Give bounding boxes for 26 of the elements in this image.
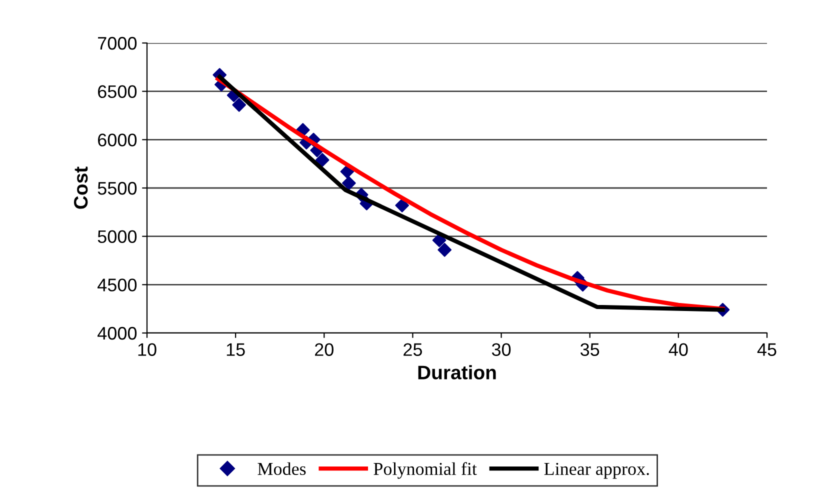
point — [315, 153, 330, 167]
point — [342, 176, 356, 190]
x-tick-label: 40 — [668, 343, 688, 356]
x-axis-title: Duration — [418, 365, 496, 380]
point — [232, 98, 246, 112]
x-tick-label: 45 — [757, 343, 776, 356]
y-tick-label: 6000 — [98, 134, 137, 146]
legend-label: Linear approx. — [544, 462, 649, 479]
x-tick-label: 25 — [404, 343, 422, 356]
y-tick-label: 7000 — [98, 36, 137, 50]
x-tick-label: 15 — [226, 343, 245, 356]
legend-label: Polynomial fit — [374, 462, 477, 479]
point — [438, 242, 452, 257]
y-tick-label: 5500 — [98, 182, 137, 195]
x-tick-label: 30 — [492, 343, 511, 356]
y-axis-title: Cost — [74, 166, 88, 209]
x-tick-label: 10 — [138, 343, 156, 356]
y-tick-label: 4000 — [98, 326, 137, 340]
y-tick-label: 5000 — [98, 230, 137, 244]
y-tick-label: 6500 — [98, 85, 137, 98]
x-tick-label: 35 — [580, 343, 600, 356]
x-tick-label: 20 — [315, 343, 334, 356]
legend-label: Modes — [258, 462, 306, 476]
y-tick-label: 4500 — [98, 278, 137, 292]
point — [432, 233, 446, 248]
point — [395, 198, 409, 212]
